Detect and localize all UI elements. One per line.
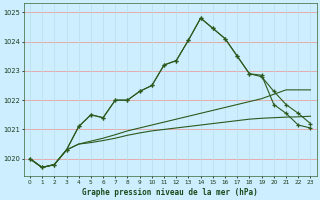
X-axis label: Graphe pression niveau de la mer (hPa): Graphe pression niveau de la mer (hPa) bbox=[82, 188, 258, 197]
